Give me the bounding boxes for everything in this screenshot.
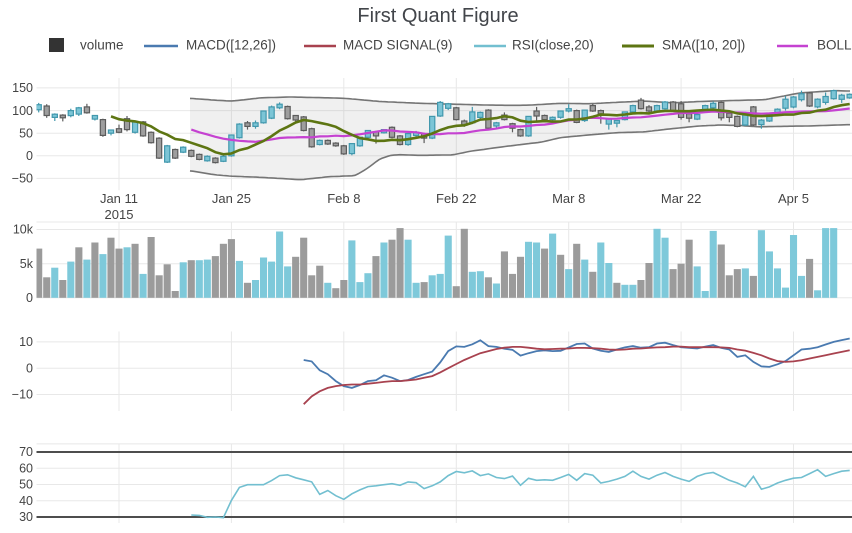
svg-text:0: 0 (26, 361, 33, 375)
svg-text:50: 50 (19, 478, 33, 492)
svg-text:Apr 5: Apr 5 (778, 191, 809, 206)
svg-text:0: 0 (26, 291, 33, 305)
svg-text:50: 50 (19, 126, 33, 140)
svg-text:10k: 10k (13, 223, 34, 237)
svg-text:volume: volume (80, 38, 124, 53)
svg-text:SMA([10, 20]): SMA([10, 20]) (662, 38, 745, 53)
svg-text:40: 40 (19, 494, 33, 508)
svg-text:First Quant Figure: First Quant Figure (357, 5, 518, 27)
svg-text:Feb 22: Feb 22 (436, 191, 476, 206)
svg-text:−50: −50 (12, 172, 33, 186)
svg-text:2015: 2015 (105, 207, 134, 222)
svg-text:MACD([12,26]): MACD([12,26]) (186, 38, 276, 53)
svg-text:150: 150 (12, 81, 33, 95)
svg-text:Mar 8: Mar 8 (552, 191, 585, 206)
svg-text:10: 10 (19, 335, 33, 349)
svg-text:0: 0 (26, 149, 33, 163)
svg-text:Feb 8: Feb 8 (327, 191, 360, 206)
svg-text:70: 70 (19, 445, 33, 459)
svg-text:Mar 22: Mar 22 (661, 191, 701, 206)
svg-text:MACD SIGNAL(9): MACD SIGNAL(9) (343, 38, 453, 53)
svg-text:Jan 11: Jan 11 (100, 191, 138, 206)
svg-text:BOLL(20): BOLL(20) (817, 38, 852, 53)
svg-text:100: 100 (12, 104, 33, 118)
svg-text:60: 60 (19, 461, 33, 475)
svg-text:5k: 5k (20, 257, 34, 271)
svg-text:−10: −10 (12, 388, 33, 402)
svg-text:RSI(close,20): RSI(close,20) (512, 38, 594, 53)
svg-text:30: 30 (19, 510, 33, 524)
svg-text:Jan 25: Jan 25 (212, 191, 251, 206)
